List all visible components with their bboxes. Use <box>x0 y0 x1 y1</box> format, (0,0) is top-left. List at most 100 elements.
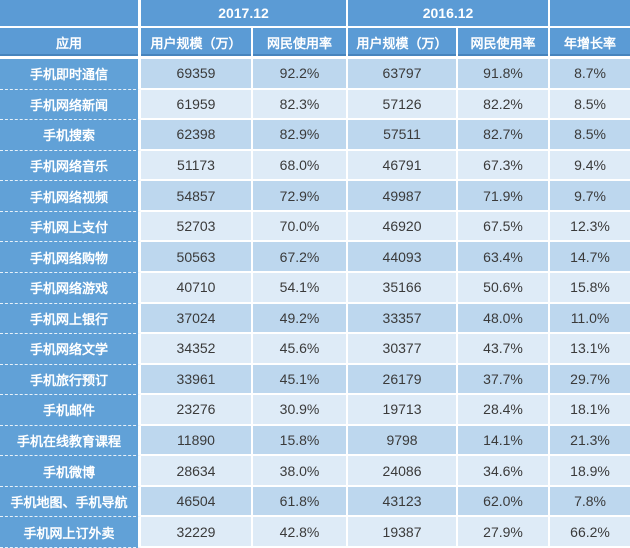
cell-value: 67.2% <box>253 242 349 273</box>
cell-value: 9.4% <box>550 150 630 182</box>
cell-value: 33357 <box>348 303 459 335</box>
table-body: 手机即时通信 69359 92.2% 63797 91.8% 8.7% 手机网络新闻 6195… <box>0 59 630 548</box>
cell-value: 63.4% <box>458 242 551 273</box>
row-label: 手机网上订外卖 <box>0 517 141 548</box>
table-row: 手机邮件 23276 30.9% 19713 28.4% 18.1% <box>0 395 630 426</box>
cell-value: 54857 <box>141 181 253 212</box>
cell-value: 15.8% <box>253 425 349 457</box>
cell-value: 46504 <box>141 486 253 518</box>
cell-value: 32229 <box>141 517 253 548</box>
row-label: 手机网络文学 <box>0 334 141 365</box>
column-header-growth: 年增长率 <box>550 28 630 59</box>
cell-value: 49987 <box>348 181 459 212</box>
year-group-row: 2017.12 2016.12 <box>0 0 630 28</box>
corner-cell-right <box>550 0 630 28</box>
cell-value: 40710 <box>141 272 253 304</box>
cell-value: 14.1% <box>458 425 551 457</box>
cell-value: 82.3% <box>253 89 349 121</box>
cell-value: 13.1% <box>550 334 630 365</box>
cell-value: 46791 <box>348 150 459 182</box>
cell-value: 69359 <box>141 59 253 90</box>
cell-value: 11.0% <box>550 303 630 335</box>
table-header: 2017.12 2016.12 应用 用户规模（万） 网民使用率 用户规模（万）… <box>0 0 630 59</box>
cell-value: 15.8% <box>550 272 630 304</box>
cell-value: 46920 <box>348 211 459 243</box>
cell-value: 61959 <box>141 89 253 121</box>
row-label: 手机网上银行 <box>0 303 141 335</box>
cell-value: 30.9% <box>253 395 349 426</box>
cell-value: 37.7% <box>458 364 551 396</box>
cell-value: 52703 <box>141 211 253 243</box>
cell-value: 45.6% <box>253 334 349 365</box>
cell-value: 82.2% <box>458 89 551 121</box>
cell-value: 43.7% <box>458 334 551 365</box>
cell-value: 57126 <box>348 89 459 121</box>
table-row: 手机搜索 62398 82.9% 57511 82.7% 8.5% <box>0 120 630 151</box>
cell-value: 12.3% <box>550 211 630 243</box>
cell-value: 18.1% <box>550 395 630 426</box>
cell-value: 23276 <box>141 395 253 426</box>
cell-value: 21.3% <box>550 425 630 457</box>
cell-value: 30377 <box>348 334 459 365</box>
cell-value: 57511 <box>348 120 459 151</box>
cell-value: 28.4% <box>458 395 551 426</box>
row-label: 手机地图、手机导航 <box>0 486 141 518</box>
row-label: 手机在线教育课程 <box>0 425 141 457</box>
column-header-row: 应用 用户规模（万） 网民使用率 用户规模（万） 网民使用率 年增长率 <box>0 28 630 59</box>
table-row: 手机网络视频 54857 72.9% 49987 71.9% 9.7% <box>0 181 630 212</box>
row-label: 手机网络购物 <box>0 242 141 273</box>
cell-value: 92.2% <box>253 59 349 90</box>
cell-value: 34.6% <box>458 456 551 487</box>
group-header-2017: 2017.12 <box>141 0 349 28</box>
cell-value: 72.9% <box>253 181 349 212</box>
table-row: 手机微博 28634 38.0% 24086 34.6% 18.9% <box>0 456 630 487</box>
table-row: 手机网上支付 52703 70.0% 46920 67.5% 12.3% <box>0 211 630 243</box>
cell-value: 63797 <box>348 59 459 90</box>
table-row: 手机即时通信 69359 92.2% 63797 91.8% 8.7% <box>0 59 630 90</box>
column-header-rate-2016: 网民使用率 <box>458 28 551 59</box>
row-label: 手机网上支付 <box>0 211 141 243</box>
cell-value: 38.0% <box>253 456 349 487</box>
row-label: 手机微博 <box>0 456 141 487</box>
table-row: 手机网络游戏 40710 54.1% 35166 50.6% 15.8% <box>0 272 630 304</box>
cell-value: 8.7% <box>550 59 630 90</box>
cell-value: 9798 <box>348 425 459 457</box>
cell-value: 62398 <box>141 120 253 151</box>
cell-value: 82.7% <box>458 120 551 151</box>
cell-value: 8.5% <box>550 89 630 121</box>
group-header-2016: 2016.12 <box>348 0 551 28</box>
cell-value: 14.7% <box>550 242 630 273</box>
cell-value: 19387 <box>348 517 459 548</box>
cell-value: 44093 <box>348 242 459 273</box>
table-row: 手机网络文学 34352 45.6% 30377 43.7% 13.1% <box>0 334 630 365</box>
cell-value: 68.0% <box>253 150 349 182</box>
table-row: 手机网络音乐 51173 68.0% 46791 67.3% 9.4% <box>0 150 630 182</box>
cell-value: 50.6% <box>458 272 551 304</box>
cell-value: 37024 <box>141 303 253 335</box>
table-row: 手机网络新闻 61959 82.3% 57126 82.2% 8.5% <box>0 89 630 121</box>
cell-value: 91.8% <box>458 59 551 90</box>
corner-cell-left <box>0 0 141 28</box>
cell-value: 27.9% <box>458 517 551 548</box>
cell-value: 11890 <box>141 425 253 457</box>
cell-value: 70.0% <box>253 211 349 243</box>
cell-value: 42.8% <box>253 517 349 548</box>
column-header-users-2017: 用户规模（万） <box>141 28 253 59</box>
column-header-app: 应用 <box>0 28 141 59</box>
table-row: 手机旅行预订 33961 45.1% 26179 37.7% 29.7% <box>0 364 630 396</box>
cell-value: 67.5% <box>458 211 551 243</box>
cell-value: 8.5% <box>550 120 630 151</box>
cell-value: 29.7% <box>550 364 630 396</box>
cell-value: 34352 <box>141 334 253 365</box>
row-label: 手机搜索 <box>0 120 141 151</box>
row-label: 手机网络音乐 <box>0 150 141 182</box>
table-row: 手机在线教育课程 11890 15.8% 9798 14.1% 21.3% <box>0 425 630 457</box>
cell-value: 62.0% <box>458 486 551 518</box>
row-label: 手机网络游戏 <box>0 272 141 304</box>
cell-value: 51173 <box>141 150 253 182</box>
column-header-users-2016: 用户规模（万） <box>348 28 459 59</box>
cell-value: 48.0% <box>458 303 551 335</box>
row-label: 手机邮件 <box>0 395 141 426</box>
cell-value: 50563 <box>141 242 253 273</box>
